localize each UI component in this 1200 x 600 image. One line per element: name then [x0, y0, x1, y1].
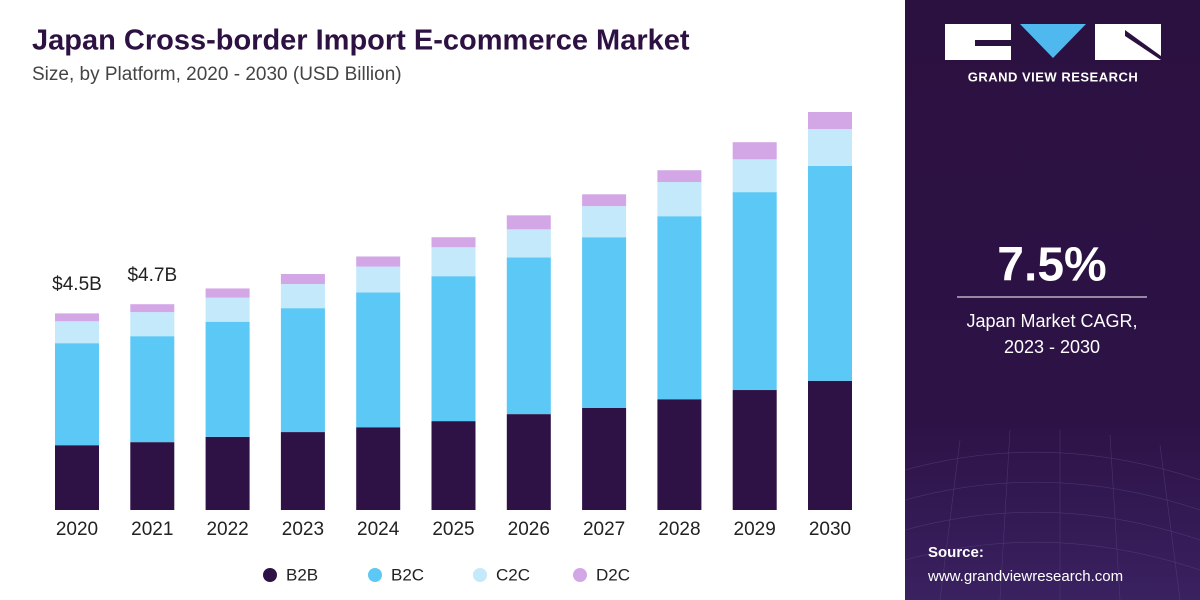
sidebar-bg [905, 0, 1200, 600]
bar-segment [808, 380, 852, 510]
bar-segment [431, 237, 476, 248]
bar-segment [506, 257, 551, 415]
legend-label: B2C [391, 565, 424, 584]
bar-segment [356, 256, 401, 267]
x-tick-label: 2024 [357, 519, 400, 540]
brand: GRAND VIEW RESEARCH [968, 69, 1139, 84]
bar-segment [506, 414, 551, 510]
legend-label: B2B [286, 565, 318, 584]
bar-segment [356, 266, 401, 293]
bar-segment [582, 206, 627, 238]
bar-segment [808, 112, 852, 130]
bar-segment [732, 159, 777, 193]
bar-segment [431, 421, 476, 510]
bar-segment [205, 297, 250, 322]
total-label: $4.7B [127, 265, 177, 286]
legend-swatch [368, 568, 382, 582]
x-tick-label: 2021 [131, 519, 173, 540]
bar-segment [130, 442, 175, 510]
bar-segment [506, 215, 551, 230]
legend-label: C2C [496, 565, 530, 584]
bar-segment [280, 308, 325, 433]
bar-segment [130, 312, 175, 337]
source-label: Source: [928, 544, 984, 561]
x-tick-label: 2026 [508, 519, 550, 540]
bar-segment [55, 445, 99, 510]
x-tick-label: 2023 [282, 519, 324, 540]
total-label: $4.5B [52, 274, 102, 295]
cagr-value: 7.5% [997, 239, 1106, 292]
source-url: www.grandviewresearch.com [927, 568, 1123, 585]
sidebar-pattern [904, 429, 1200, 600]
x-tick-label: 2030 [809, 519, 851, 540]
legend-swatch [573, 568, 587, 582]
legend-label: D2C [596, 565, 630, 584]
bar-segment [55, 313, 99, 322]
bar-segment [55, 321, 99, 344]
bar-segment [130, 304, 175, 313]
bar-segment [657, 216, 702, 400]
bar-segment [657, 170, 702, 183]
x-tick-label: 2020 [56, 519, 98, 540]
bar-segment [280, 432, 325, 510]
bar-segment [130, 336, 175, 443]
bar-segment [808, 129, 852, 166]
bar-segment [55, 343, 99, 446]
bar-segment [657, 182, 702, 217]
x-tick-label: 2022 [206, 519, 248, 540]
bar-segment [431, 247, 476, 277]
chart-subtitle: Size, by Platform, 2020 - 2030 (USD Bill… [32, 64, 402, 85]
x-tick-label: 2028 [658, 519, 700, 540]
x-tick-label: 2029 [734, 519, 776, 540]
chart-title: Japan Cross-border Import E-commerce Mar… [32, 25, 690, 57]
legend-swatch [473, 568, 487, 582]
bar-segment [280, 274, 325, 285]
bar-segment [431, 276, 476, 422]
bar-segment [582, 194, 627, 207]
bar-segment [280, 284, 325, 309]
bar-segment [205, 436, 250, 510]
logo [945, 24, 1161, 60]
cagr-label: 2023 - 2030 [1004, 337, 1100, 357]
bar-segment [657, 399, 702, 510]
x-tick-label: 2025 [432, 519, 474, 540]
bar-segment [808, 165, 852, 381]
x-tick-label: 2027 [583, 519, 625, 540]
bar-segment [356, 427, 401, 510]
legend-swatch [263, 568, 277, 582]
bar-segment [582, 237, 627, 408]
bar-segment [506, 229, 551, 258]
bar-segment [582, 407, 627, 510]
bar-segment [732, 142, 777, 160]
bar-segment [205, 288, 250, 298]
bar-segment [205, 321, 250, 437]
bar-segment [732, 192, 777, 391]
bar-segment [732, 390, 777, 510]
bar-segment [356, 292, 401, 428]
cagr-label: Japan Market CAGR, [966, 311, 1137, 331]
